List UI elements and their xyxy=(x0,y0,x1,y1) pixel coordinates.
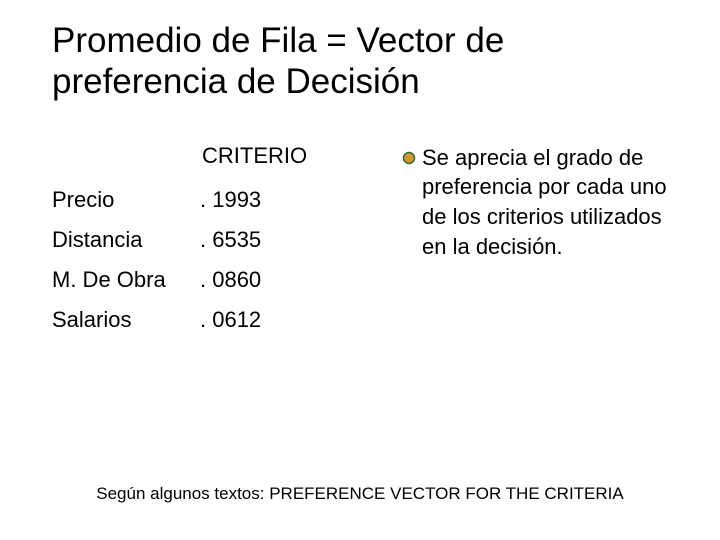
table-header: CRITERIO xyxy=(202,143,382,169)
row-label: Distancia xyxy=(52,227,200,253)
bullet-icon xyxy=(402,151,416,165)
row-value: . 6535 xyxy=(200,227,261,253)
bullet-text: Se aprecia el grado de preferencia por c… xyxy=(422,143,680,262)
bullet-item: Se aprecia el grado de preferencia por c… xyxy=(402,143,680,262)
row-label: Precio xyxy=(52,187,200,213)
row-label: Salarios xyxy=(52,307,200,333)
table-row: Distancia . 6535 xyxy=(52,227,382,253)
slide: Promedio de Fila = Vector de preferencia… xyxy=(0,0,720,540)
footer-note: Según algunos textos: PREFERENCE VECTOR … xyxy=(0,484,720,504)
row-label: M. De Obra xyxy=(52,267,200,293)
row-value: . 0860 xyxy=(200,267,261,293)
slide-title: Promedio de Fila = Vector de preferencia… xyxy=(52,20,680,103)
content-area: CRITERIO Precio . 1993 Distancia . 6535 … xyxy=(52,143,680,347)
table-row: M. De Obra . 0860 xyxy=(52,267,382,293)
criteria-table: CRITERIO Precio . 1993 Distancia . 6535 … xyxy=(52,143,382,347)
table-row: Precio . 1993 xyxy=(52,187,382,213)
table-row: Salarios . 0612 xyxy=(52,307,382,333)
row-value: . 0612 xyxy=(200,307,261,333)
bullet-section: Se aprecia el grado de preferencia por c… xyxy=(402,143,680,347)
row-value: . 1993 xyxy=(200,187,261,213)
